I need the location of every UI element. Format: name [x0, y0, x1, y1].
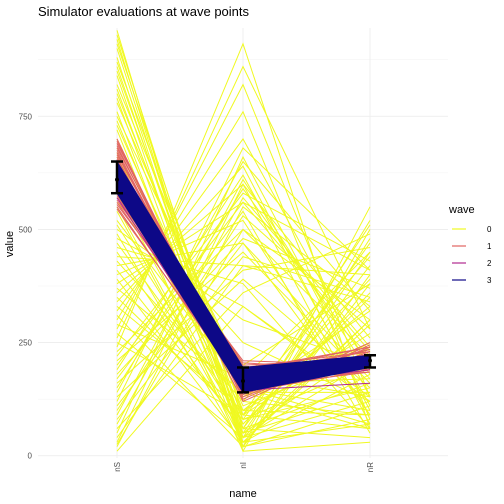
series-line	[116, 224, 371, 425]
series-line	[116, 201, 371, 366]
y-tick-label: 0	[28, 452, 33, 461]
series-line	[116, 265, 371, 438]
series-line	[116, 215, 371, 411]
y-tick-label: 500	[19, 225, 33, 234]
legend-title: wave	[448, 204, 475, 216]
series-line	[116, 278, 371, 398]
series-line	[116, 147, 371, 402]
series-line	[116, 333, 371, 439]
series-line	[116, 178, 371, 416]
y-tick-label: 750	[19, 112, 33, 121]
axes: 0 250 500 750 nS nI nR	[19, 112, 375, 472]
series-line	[116, 233, 371, 429]
series-line	[116, 283, 371, 448]
legend: wave 0 1 2 3	[448, 204, 492, 285]
legend-label: 3	[487, 276, 492, 285]
series-line	[116, 192, 371, 357]
error-bars	[111, 160, 376, 394]
legend-entry-1: 1	[452, 242, 492, 251]
series-line	[116, 174, 371, 407]
error-bar-nI	[237, 366, 249, 394]
error-bar-midpoint	[241, 379, 245, 384]
legend-entry-0: 0	[452, 225, 492, 234]
series-line	[116, 228, 371, 445]
y-tick-label: 250	[19, 339, 33, 348]
legend-entry-3: 3	[452, 276, 492, 285]
x-tick-label: nR	[366, 462, 375, 472]
legend-label: 0	[487, 225, 492, 234]
legend-entry-2: 2	[452, 259, 492, 268]
error-bar-nR	[364, 354, 376, 369]
legend-label: 1	[487, 242, 492, 251]
x-tick-label: nS	[113, 462, 122, 472]
x-tick-label: nI	[239, 462, 248, 469]
error-bar-midpoint	[115, 177, 119, 182]
series-line	[116, 206, 371, 447]
x-axis-title: name	[229, 488, 257, 500]
error-bar-midpoint	[368, 358, 372, 363]
error-bar-nS	[111, 160, 123, 195]
series-line	[116, 155, 371, 434]
legend-label: 2	[487, 259, 492, 268]
series-line	[116, 196, 371, 425]
series-line	[116, 242, 371, 416]
series-line	[116, 256, 371, 420]
series-line	[116, 187, 371, 389]
series-line	[116, 251, 371, 384]
series-line	[116, 183, 371, 443]
series-line	[116, 160, 371, 393]
series-wave-0	[116, 30, 371, 453]
y-axis-title: value	[4, 231, 16, 257]
chart-title: Simulator evaluations at wave points	[38, 4, 250, 19]
